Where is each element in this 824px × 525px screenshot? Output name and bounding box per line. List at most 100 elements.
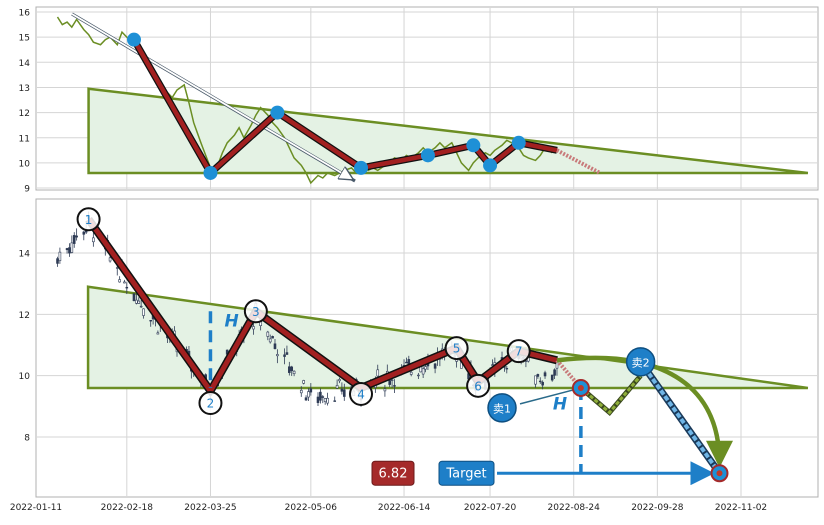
candle-body: [338, 379, 341, 382]
candle-body: [421, 368, 425, 375]
wave-label-circle: [466, 373, 491, 398]
candle-body: [505, 367, 509, 370]
top-y-tick-labels: 9 10 11 12 13 14 15 16: [19, 9, 31, 195]
candle-body: [536, 374, 540, 377]
x-tick-label: 2022-06-14: [378, 503, 431, 513]
candle-body: [302, 380, 305, 384]
candle-body: [405, 361, 408, 364]
sell2-target-line: [638, 360, 722, 475]
candle-body: [135, 299, 138, 304]
top-y-tick-label: 10: [19, 159, 31, 169]
top-wave-node: [420, 148, 435, 163]
candle-body: [82, 231, 86, 235]
x-tick-label: 2022-02-18: [101, 503, 154, 513]
top-y-tick-label: 11: [19, 134, 30, 144]
x-tick-label: 2022-07-20: [464, 503, 517, 513]
top-wave-node: [483, 158, 498, 173]
candle-body: [149, 319, 153, 322]
top-wave-projection: [556, 148, 601, 175]
height-marker-label: H: [224, 312, 238, 332]
top-wave-nodes: [126, 32, 526, 180]
candle-body: [268, 338, 272, 343]
wave-label-circle: [349, 381, 374, 406]
candle-body: [115, 267, 119, 269]
top-y-tick-label: 12: [19, 109, 30, 119]
candle-body: [299, 389, 303, 394]
candle-body: [342, 389, 346, 397]
wave-label-circle: [506, 339, 531, 364]
candle-body: [390, 379, 394, 381]
candle-body: [288, 366, 291, 373]
candle-body: [321, 396, 325, 398]
candle-body: [58, 251, 62, 262]
candle-body: [252, 326, 255, 330]
candle-body: [304, 397, 308, 401]
target-price-value: 6.82: [379, 467, 408, 482]
top-wave-node: [354, 160, 369, 175]
wave-label: 6: [474, 379, 482, 393]
x-tick-label: 2022-09-28: [631, 503, 684, 513]
candle-body: [319, 391, 322, 401]
candle-body: [550, 374, 554, 381]
candle-body: [156, 332, 160, 335]
candle-body: [326, 397, 329, 404]
zigzag-line: [579, 374, 642, 415]
candle-body: [137, 300, 141, 304]
candle-body: [72, 235, 76, 244]
x-tick-label: 2022-01-11: [10, 503, 62, 513]
wave-label: 5: [453, 342, 461, 356]
bottom-y-tick-label: 8: [24, 434, 30, 444]
candle-body: [139, 305, 143, 308]
candle-body: [75, 235, 78, 238]
top-y-tick-label: 9: [24, 185, 30, 195]
bottom-y-tick-label: 10: [19, 372, 31, 382]
wave-label: 7: [515, 345, 523, 359]
candle-body: [383, 388, 387, 392]
candle-body: [276, 354, 279, 357]
top-y-tick-label: 16: [19, 9, 31, 19]
bottom-y-tick-label: 14: [19, 250, 31, 260]
candle-body: [70, 242, 74, 253]
top-y-tick-label: 14: [19, 59, 31, 69]
top-panel: 9 10 11 12 13 14 15 16: [19, 6, 819, 195]
wave-label-circle: [76, 207, 101, 232]
candle-body: [290, 366, 294, 372]
candle-body: [335, 385, 339, 389]
bottom-y-tick-label: 12: [19, 311, 30, 321]
sell1-label: 卖1: [493, 402, 511, 415]
wave-label: 4: [357, 387, 365, 401]
candle-body: [283, 354, 286, 357]
top-wave-node: [511, 135, 526, 150]
wave-label: 1: [85, 213, 93, 227]
target-price-box: [371, 460, 415, 486]
top-wave-node: [270, 105, 285, 120]
candle-body: [534, 375, 537, 385]
x-tick-label: 2022-03-25: [184, 503, 236, 513]
candle-body: [323, 398, 327, 403]
candle-body: [333, 400, 337, 402]
candle-body: [376, 369, 380, 377]
projected-height-label: H: [553, 394, 567, 414]
candle-body: [123, 281, 126, 284]
candle-body: [340, 388, 344, 392]
projection-annotations: H H 卖1 卖2 6.82 Target: [208, 311, 733, 486]
sell1-connector: [519, 387, 582, 405]
sell2-label: 卖2: [632, 356, 650, 369]
candle-body: [388, 380, 391, 385]
candle-body: [538, 380, 542, 383]
top-wave-node: [126, 32, 141, 47]
candle-body: [273, 343, 277, 349]
top-wave-node: [203, 165, 218, 180]
candle-body: [292, 370, 296, 374]
candle-body: [92, 237, 95, 243]
wave-label-circle: [444, 336, 469, 361]
top-trend-arrow: [71, 13, 352, 179]
top-y-tick-label: 13: [19, 84, 30, 94]
x-tick-label: 2022-08-24: [548, 503, 601, 513]
top-triangle-shape: [87, 87, 809, 175]
candle-body: [118, 279, 121, 283]
candle-body: [309, 388, 313, 393]
bottom-wave-projection: [555, 359, 583, 390]
